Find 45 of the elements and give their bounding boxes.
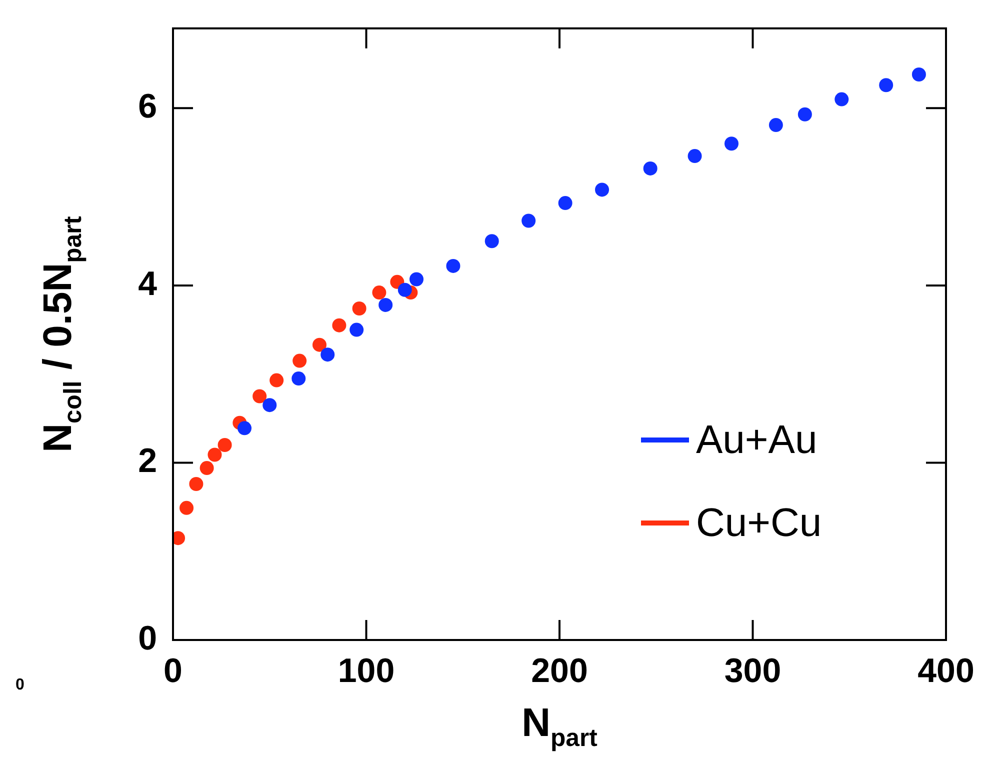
point [522,214,536,228]
point [912,67,926,82]
point [409,272,424,286]
point [798,107,812,122]
point [558,196,572,210]
point [238,421,252,436]
x-tick-label: 100 [338,652,395,690]
point [879,78,894,92]
point [688,149,702,164]
point [398,282,412,297]
point [350,322,364,337]
point [378,298,393,312]
y-axis-title: Ncoll / 0.5Npart [36,216,87,452]
x-tick-label: 200 [531,652,588,690]
point [292,372,306,386]
point [724,136,738,151]
point [372,286,386,300]
point [200,461,214,476]
point [595,182,610,197]
point [643,161,658,176]
legend-label: Cu+Cu [696,501,822,546]
y-tick-label: 0 [138,619,157,658]
point [189,477,204,491]
point [262,398,277,412]
point [332,318,346,332]
point [484,234,499,248]
point [320,348,335,362]
y-tick-label: 4 [138,264,158,303]
legend-label: Au+Au [696,418,818,462]
x-tick-label: 300 [724,652,782,690]
point [270,373,284,388]
point [180,500,194,515]
point [218,438,232,452]
x-tick-label: 400 [918,652,974,690]
point [292,354,307,368]
point [208,448,222,462]
x-tick-label: 0 [164,652,182,690]
point [768,118,783,132]
point [312,338,326,352]
point [446,258,460,273]
y-tick-label: 2 [138,442,157,480]
y-tick-label: 6 [138,88,157,126]
point [352,301,366,316]
point [834,92,849,106]
point [252,389,267,404]
